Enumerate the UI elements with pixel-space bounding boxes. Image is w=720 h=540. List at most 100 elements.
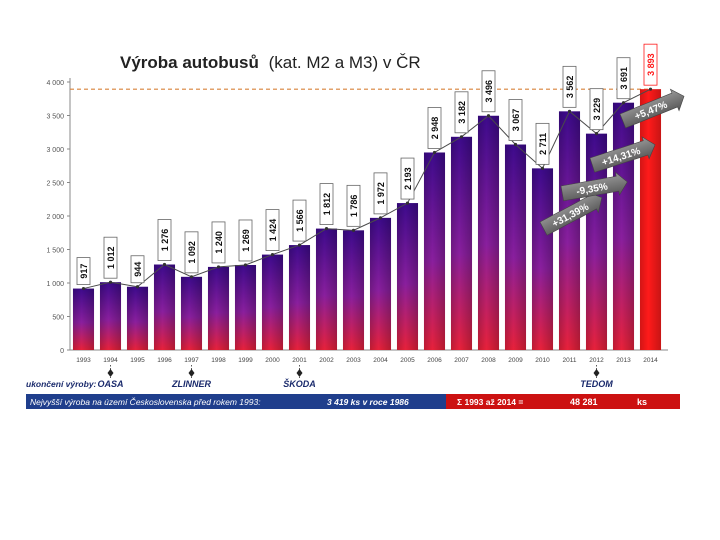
value-label-box <box>454 91 469 134</box>
x-tick-label: 2000 <box>265 357 280 364</box>
footer-right-text: Σ 1993 až 2014 = <box>457 397 523 407</box>
value-label-text: 1 812 <box>322 193 332 216</box>
production-end-name: ŠKODA <box>283 378 316 389</box>
value-label: 944 <box>130 255 145 284</box>
chart-title: Výroba autobusů (kat. M2 a M3) v ČR <box>120 53 421 72</box>
y-tick-label: 3 500 <box>46 114 64 121</box>
bar-shade <box>180 276 203 350</box>
value-label: 3 562 <box>562 65 577 108</box>
production-end-marker <box>296 369 303 377</box>
value-label-text: 2 948 <box>430 117 440 140</box>
bar-shade <box>477 115 500 350</box>
value-label-box <box>427 107 442 149</box>
trend-point <box>459 135 464 139</box>
value-label-text: 1 276 <box>160 229 170 252</box>
footer-left-box <box>26 394 446 409</box>
value-label-box <box>508 99 523 141</box>
bar-shade <box>450 136 473 350</box>
bar-shade <box>396 203 419 350</box>
footer-right-unit: ks <box>637 397 647 407</box>
y-tick-label: 2 000 <box>46 214 64 221</box>
trend-point <box>270 252 275 257</box>
bar-shade <box>342 230 365 350</box>
x-tick-label: 2006 <box>427 357 442 364</box>
value-label-box <box>292 199 307 242</box>
production-end-name: ZLINNER <box>171 379 211 389</box>
trend-point <box>351 228 356 232</box>
value-label: 1 276 <box>157 219 172 261</box>
trend-point <box>432 150 437 155</box>
x-tick-label: 1996 <box>157 357 172 364</box>
trend-point <box>297 243 302 247</box>
value-labels-group: 917 1 012 944 1 276 1 092 1 240 1 269 1 424 1 56… <box>76 43 658 285</box>
value-label: 3 229 <box>589 88 604 131</box>
value-label-box <box>562 65 577 108</box>
value-label: 3 691 <box>616 57 631 100</box>
value-label-text: 1 269 <box>241 229 251 252</box>
value-label: 1 812 <box>319 183 334 225</box>
value-label: 2 948 <box>427 107 442 149</box>
value-label: 1 012 <box>103 236 118 279</box>
bar-shade <box>99 282 122 350</box>
trend-line <box>83 88 651 290</box>
x-tick-label: 2003 <box>346 357 361 364</box>
x-tick-label: 2012 <box>589 357 604 364</box>
production-end-group: ukončení výroby: OASA ZLINNER ŠKODA TEDOM <box>26 365 613 389</box>
value-label-text: 3 182 <box>457 101 467 124</box>
value-label-text: 1 424 <box>268 219 278 242</box>
value-label: 1 972 <box>373 172 388 215</box>
value-label-box <box>76 257 91 285</box>
value-label-text: 3 562 <box>565 76 575 99</box>
value-label-text: 917 <box>79 264 89 279</box>
value-label-box <box>184 231 199 274</box>
value-label-text: 3 691 <box>619 67 629 90</box>
x-tick-labels-group: 1993 1994 1995 1996 1997 1998 1999 2000 2001 2002… <box>76 357 658 364</box>
x-tick-label: 1994 <box>103 357 118 364</box>
trend-point <box>324 226 329 231</box>
trend-point <box>486 114 491 118</box>
value-label-text: 1 240 <box>214 231 224 254</box>
trend-point <box>567 109 572 113</box>
x-tick-label: 1999 <box>238 357 253 364</box>
x-tick-label: 2011 <box>563 357 577 364</box>
bar-shade <box>126 286 149 350</box>
growth-annotation: -9,35% <box>560 171 628 202</box>
chart-title-sub: (kat. M2 a M3) v ČR <box>269 53 421 72</box>
value-label-box <box>238 219 253 262</box>
x-tick-label: 2001 <box>292 357 307 364</box>
trend-point <box>81 286 86 291</box>
x-tick-label: 2010 <box>535 357 550 364</box>
bar-shade <box>72 288 95 350</box>
value-label-box <box>643 43 658 86</box>
y-tick-label: 1 500 <box>46 248 64 255</box>
y-tick-label: 2 500 <box>46 181 64 188</box>
production-end-marker <box>107 369 114 377</box>
value-label: 3 893 <box>643 43 658 86</box>
x-tick-label: 1995 <box>130 357 145 364</box>
footer-group: Nejvyšší výroba na území Československa … <box>26 394 680 409</box>
value-label-box <box>265 209 280 251</box>
x-tick-label: 1993 <box>76 357 91 364</box>
trend-point <box>243 263 248 267</box>
value-label-text: 1 972 <box>376 182 386 205</box>
x-tick-label: 2002 <box>319 357 334 364</box>
chart-title-main: Výroba autobusů <box>120 53 259 72</box>
value-label-text: 3 893 <box>646 53 656 76</box>
bar-shade <box>612 102 635 350</box>
bar-shade <box>504 144 527 350</box>
value-label-text: 3 067 <box>511 109 521 132</box>
y-tick-label: 500 <box>52 315 64 322</box>
value-label: 917 <box>76 257 91 285</box>
value-label-text: 1 566 <box>295 209 305 232</box>
value-label-box <box>589 88 604 131</box>
trend-point <box>540 166 545 170</box>
bar-shade <box>315 228 338 350</box>
trend-point <box>162 262 167 267</box>
trend-point <box>405 201 410 205</box>
footer-right-box <box>446 394 680 409</box>
bar-shade <box>288 245 311 350</box>
growth-arrow <box>589 136 656 173</box>
y-tick-label: 4 000 <box>46 80 64 87</box>
production-end-marker <box>188 369 195 377</box>
value-label: 1 240 <box>211 221 226 264</box>
